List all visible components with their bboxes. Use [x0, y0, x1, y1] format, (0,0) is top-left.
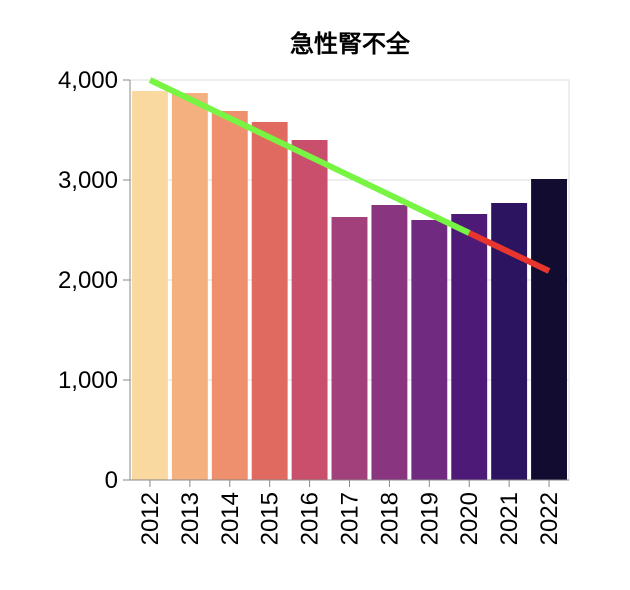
- axes: 0 1,000 2,000 3,000 4,000 2012 2013 2014 2015 201…: [58, 67, 569, 545]
- bar-2015: [251, 122, 288, 480]
- x-tick-label: 2021: [496, 492, 523, 545]
- x-tick-label: 2022: [536, 492, 563, 545]
- x-tick-label: 2016: [297, 492, 324, 545]
- y-tick-label: 4,000: [58, 67, 118, 94]
- x-tick-label: 2012: [137, 492, 164, 545]
- x-tick-label: 2017: [337, 492, 364, 545]
- y-tick-label: 0: [105, 467, 118, 494]
- x-tick-label: 2014: [217, 492, 244, 545]
- bar-2020: [451, 214, 488, 480]
- x-tick-label: 2018: [376, 492, 403, 545]
- bar-2019: [411, 220, 448, 480]
- x-tick-label: 2019: [416, 492, 443, 545]
- bar-2018: [371, 205, 408, 480]
- chart-title: 急性腎不全: [290, 30, 411, 58]
- bars: [132, 91, 567, 480]
- bar-2014: [211, 111, 248, 480]
- trend-lines: [148, 77, 551, 274]
- x-tick-label: 2015: [257, 492, 284, 545]
- bar-2013: [171, 93, 208, 480]
- bar-2022: [531, 179, 567, 480]
- bar-2016: [291, 140, 328, 480]
- trend-line-2: [467, 230, 551, 274]
- bar-2012: [132, 91, 168, 480]
- trend-line-1: [148, 77, 471, 236]
- y-tick-label: 3,000: [58, 167, 118, 194]
- x-tick-label: 2020: [456, 492, 483, 545]
- bar-2017: [331, 217, 368, 480]
- x-tick-label: 2013: [177, 492, 204, 545]
- y-tick-label: 2,000: [58, 267, 118, 294]
- y-tick-label: 1,000: [58, 367, 118, 394]
